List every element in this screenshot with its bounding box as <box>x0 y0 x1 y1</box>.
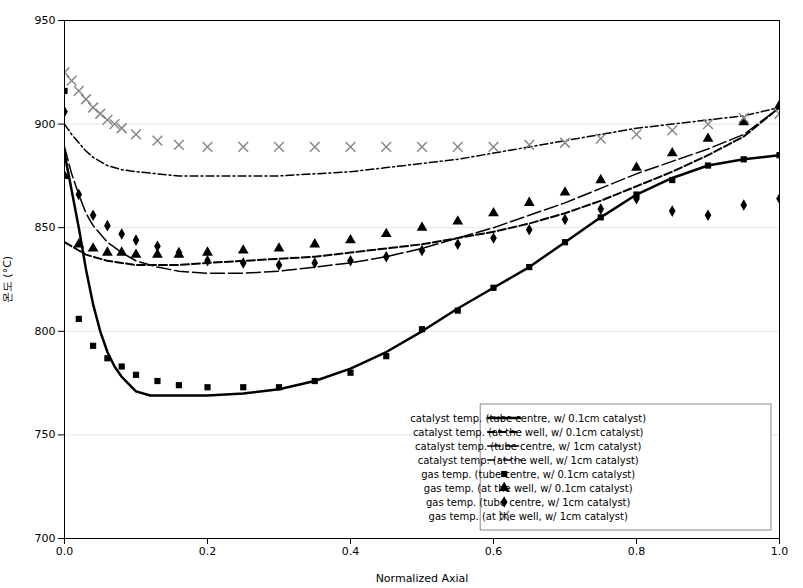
svg-text:gas temp. (at the well, w/ 1cm: gas temp. (at the well, w/ 1cm catalyst) <box>429 511 628 522</box>
svg-text:catalyst temp. (tube centre, w: catalyst temp. (tube centre, w/ 0.1cm ca… <box>410 413 646 424</box>
svg-text:800: 800 <box>35 325 56 338</box>
svg-text:Normalized Axial: Normalized Axial <box>376 572 469 585</box>
svg-text:0.6: 0.6 <box>485 545 503 558</box>
svg-text:catalyst temp. (at the well, w: catalyst temp. (at the well, w/ 0.1cm ca… <box>413 427 644 438</box>
svg-text:catalyst temp. (at the well, w: catalyst temp. (at the well, w/ 1cm cata… <box>418 455 639 466</box>
svg-text:gas temp. (tube centre, w/ 0.1: gas temp. (tube centre, w/ 0.1cm catalys… <box>421 469 635 480</box>
svg-text:gas temp. (at the well, w/ 0.1: gas temp. (at the well, w/ 0.1cm catalys… <box>424 483 633 494</box>
svg-text:gas temp. (tube centre, w/ 1cm: gas temp. (tube centre, w/ 1cm catalyst) <box>426 497 631 508</box>
svg-text:온도 (°C): 온도 (°C) <box>1 256 14 303</box>
svg-text:900: 900 <box>35 118 56 131</box>
svg-text:0.0: 0.0 <box>56 545 74 558</box>
svg-text:0.8: 0.8 <box>628 545 646 558</box>
svg-text:700: 700 <box>35 532 56 545</box>
svg-text:0.2: 0.2 <box>199 545 217 558</box>
svg-text:850: 850 <box>35 221 56 234</box>
svg-text:950: 950 <box>35 14 56 27</box>
svg-text:catalyst temp. (tube centre, w: catalyst temp. (tube centre, w/ 1cm cata… <box>415 441 641 452</box>
svg-text:750: 750 <box>35 428 56 441</box>
svg-text:1.0: 1.0 <box>771 545 789 558</box>
svg-text:0.4: 0.4 <box>342 545 360 558</box>
